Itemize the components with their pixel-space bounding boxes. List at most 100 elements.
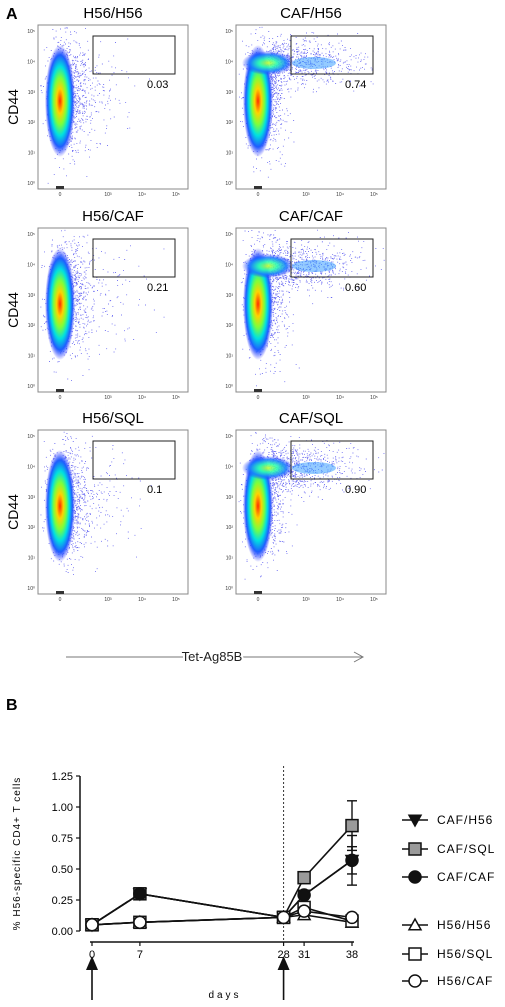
y-tick-label: 10³ — [28, 293, 36, 299]
data-point — [276, 910, 291, 925]
y-tick-label: 10⁵ — [225, 29, 233, 35]
x-tick-label: 10⁵ — [172, 395, 180, 401]
data-point — [85, 918, 99, 932]
y-axis-label: % H56-specific CD4+ T cells — [12, 777, 23, 931]
immunization-arrowhead — [86, 956, 98, 970]
legend-marker — [408, 974, 422, 988]
x-tick-label: 10⁴ — [336, 597, 344, 603]
x-tick-label: 28 — [277, 949, 289, 961]
density-main — [45, 450, 75, 562]
density-activated — [242, 254, 294, 278]
legend-item: CAF/CAF — [402, 870, 495, 884]
y-tick-label: 10⁰ — [225, 384, 233, 390]
legend-marker — [408, 870, 422, 884]
data-point — [297, 904, 311, 918]
facs-frame — [37, 227, 189, 393]
facs-plot: H56/SQL 10⁵ 10⁴ 10³ 10² 10¹ 10⁰ 0 10³ 10⁴ 10⁵ CD44 0… — [5, 410, 189, 603]
facs-plot: CAF/SQL 10⁵ 10⁴ 10³ 10² 10¹ 10⁰ 0 10³ 10⁴ 10⁵ 0.90 — [225, 410, 387, 603]
y-tick-label: 10² — [28, 120, 36, 126]
legend-label: CAF/SQL — [437, 842, 495, 856]
data-point — [345, 910, 359, 925]
y-tick-label: 0.00 — [52, 926, 73, 938]
density-tail — [292, 462, 336, 474]
y-tick-label: 10² — [226, 323, 234, 329]
x-tick-label: 10⁴ — [336, 192, 344, 198]
facs-title: CAF/CAF — [279, 208, 343, 225]
y-tick-label: 10⁰ — [225, 181, 233, 187]
x-tick-label: 0 — [59, 395, 62, 401]
facs-frame — [235, 24, 387, 190]
x-tick-label: 0 — [257, 395, 260, 401]
x-tick-label: 10⁴ — [138, 597, 146, 603]
baseline-marker — [254, 186, 262, 189]
y-tick-label: 0.50 — [52, 864, 73, 876]
facs-frame — [235, 429, 387, 595]
legend-item: H56/H56 — [402, 917, 490, 932]
x-axis-arrowhead — [353, 651, 365, 663]
facs-plot: H56/H56 10⁵ 10⁴ 10³ 10² 10¹ 10⁰ 0 10³ 10⁴ 10⁵ CD44 0… — [5, 5, 189, 198]
y-tick-label: 10² — [28, 323, 36, 329]
data-point — [297, 888, 311, 902]
density-main — [45, 248, 75, 360]
legend-marker — [407, 917, 423, 931]
density-main — [45, 45, 75, 157]
y-tick-label: 0.75 — [52, 833, 73, 845]
facs-plot: CAF/CAF 10⁵ 10⁴ 10³ 10² 10¹ 10⁰ 0 10³ 10⁴ 10⁵ 0.60 — [225, 208, 387, 401]
y-tick-label: 10¹ — [28, 354, 36, 360]
series-markers — [85, 818, 359, 932]
legend-label: CAF/CAF — [437, 870, 495, 884]
x-tick-label: 0 — [257, 192, 260, 198]
y-tick-label: 10¹ — [28, 151, 36, 157]
x-tick-label: 0 — [89, 949, 95, 961]
x-tick-label: 10³ — [302, 395, 310, 401]
panel-a-letter: A — [6, 6, 18, 23]
x-tick-label: 10⁴ — [336, 395, 344, 401]
immunization-arrowhead — [277, 956, 290, 970]
y-tick-label: 10⁰ — [225, 586, 233, 592]
gate-value: 0.60 — [345, 282, 366, 294]
y-tick-label: 1.25 — [52, 771, 73, 783]
x-tick-label: 10⁵ — [370, 597, 378, 603]
y-tick-label: 10⁴ — [27, 262, 35, 268]
series-h56-caf — [91, 910, 353, 926]
data-point — [345, 853, 359, 868]
y-tick-label: 10² — [226, 525, 234, 531]
x-tick-label: 10³ — [104, 597, 112, 603]
gate-box — [92, 238, 176, 278]
legend-marker — [408, 947, 422, 961]
legend-marker — [408, 842, 422, 856]
data-point — [297, 870, 311, 885]
y-tick-label: 10⁴ — [27, 464, 35, 470]
y-tick-label: 10³ — [226, 90, 234, 96]
density-activated — [242, 456, 294, 480]
y-tick-label: 1.00 — [52, 802, 73, 814]
x-tick-label: 10⁵ — [172, 597, 180, 603]
x-tick-label: 0 — [59, 192, 62, 198]
legend-item: CAF/SQL — [402, 842, 495, 856]
y-tick-label: 10⁴ — [225, 464, 233, 470]
legend-label: CAF/H56 — [437, 813, 493, 827]
y-tick-label: 10⁰ — [27, 384, 35, 390]
x-tick-label: 0 — [59, 597, 62, 603]
y-tick-label: 10² — [28, 525, 36, 531]
legend-item: CAF/H56 — [402, 813, 493, 828]
x-tick-label: 38 — [346, 949, 358, 961]
y-tick-label: 10¹ — [28, 556, 36, 562]
y-tick-label: 10⁰ — [27, 181, 35, 187]
facs-title: H56/H56 — [83, 5, 142, 22]
y-axis-label: CD44 — [5, 494, 21, 530]
gate-box — [290, 238, 374, 278]
y-tick-label: 10⁵ — [27, 232, 35, 238]
y-tick-label: 10⁵ — [225, 434, 233, 440]
y-tick-label: 10³ — [28, 90, 36, 96]
legend-label: H56/SQL — [437, 947, 493, 961]
x-axis-label: Tet-Ag85B — [182, 649, 243, 664]
y-tick-label: 10⁴ — [225, 262, 233, 268]
facs-plot: H56/CAF 10⁵ 10⁴ 10³ 10² 10¹ 10⁰ 0 10³ 10⁴ 10⁵ CD44 0… — [5, 208, 189, 401]
density-tail — [292, 57, 336, 69]
facs-plots: H56/H56 10⁵ 10⁴ 10³ 10² 10¹ 10⁰ 0 10³ 10⁴ 10⁵ CD44 0… — [5, 5, 387, 603]
gate-box — [290, 440, 374, 480]
gate-box — [290, 35, 374, 75]
gate-value: 0.90 — [345, 484, 366, 496]
baseline-marker — [56, 389, 64, 392]
